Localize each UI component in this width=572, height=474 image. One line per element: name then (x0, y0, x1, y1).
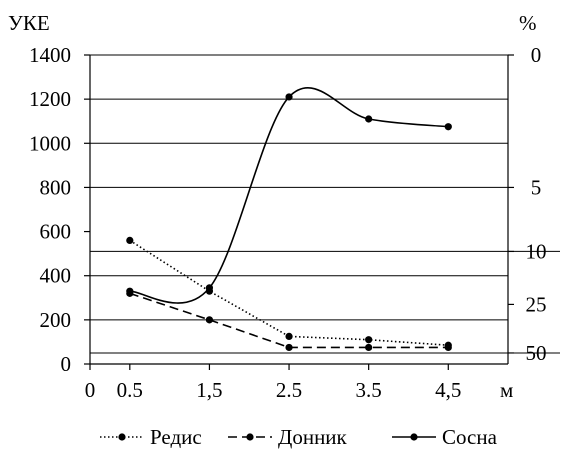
data-point (285, 332, 293, 341)
x-tick-label: 2.5 (276, 378, 302, 402)
legend-marker (246, 433, 254, 441)
y-right-tick-label: 25 (526, 292, 547, 316)
data-point (205, 284, 214, 292)
y-left-tick-label: 1200 (29, 87, 71, 111)
data-point (126, 287, 134, 295)
data-point (126, 236, 134, 244)
data-point (444, 123, 452, 131)
data-point (205, 316, 214, 324)
series-layer (126, 87, 452, 352)
x-tick-label: 1,5 (196, 378, 222, 402)
legend-label: Сосна (442, 425, 498, 449)
y-right-tick-label: 0 (531, 43, 542, 67)
y-left-tick-label: 1400 (29, 43, 71, 67)
legend-marker (410, 433, 418, 441)
x-tick-label: 3.5 (356, 378, 382, 402)
series-line-0 (129, 239, 449, 347)
data-point (365, 115, 373, 123)
x-tick-label: 0.5 (117, 378, 143, 402)
legend: Редис Донник Сосна (100, 425, 498, 449)
legend-label: Редис (150, 425, 202, 449)
data-point (285, 93, 293, 101)
y-axis-left-title: УКЕ (8, 11, 50, 35)
axes (84, 54, 514, 370)
x-tick-label: 4,5 (435, 378, 461, 402)
y-left-tick-label: 0 (61, 352, 72, 376)
y-left-tick-label: 800 (40, 175, 72, 199)
data-point (365, 343, 373, 352)
data-point (365, 336, 373, 344)
y-axis-right-title: % (519, 11, 537, 35)
y-left-tick-label: 600 (40, 220, 72, 244)
x-tick-label: 0 (85, 378, 96, 402)
legend-label: Донник (278, 425, 348, 449)
series-line-2 (129, 87, 449, 304)
y-left-tick-label: 200 (40, 308, 72, 332)
data-point (285, 343, 293, 352)
y-left-tick-label: 400 (40, 264, 72, 288)
data-point (444, 343, 452, 352)
x-axis-title: м (500, 378, 513, 402)
legend-marker (118, 433, 126, 441)
gridlines (90, 54, 560, 354)
y-left-tick-label: 1000 (29, 131, 71, 155)
y-right-tick-label: 5 (531, 175, 542, 199)
tick-labels: 0 200 400 600 800 1000 1200 1400 0 5 10 25 50 0 0.5 1,5… (29, 43, 547, 402)
y-right-tick-label: 10 (526, 239, 547, 263)
y-right-tick-label: 50 (526, 341, 547, 365)
